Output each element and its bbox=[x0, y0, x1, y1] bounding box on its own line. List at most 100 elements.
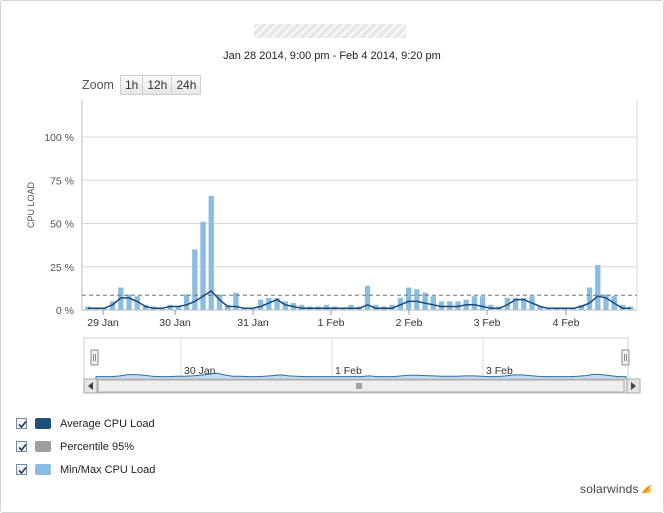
minmax-bar bbox=[175, 306, 182, 310]
minmax-bar bbox=[595, 265, 601, 310]
minmax-bar bbox=[430, 296, 436, 310]
minmax-bar bbox=[447, 301, 453, 310]
y-tick-label: 75 % bbox=[50, 175, 74, 187]
minmax-bar bbox=[216, 294, 223, 310]
minmax-bar bbox=[389, 304, 395, 310]
minmax-bar bbox=[340, 308, 346, 310]
navigator-series bbox=[95, 372, 627, 380]
navigator[interactable]: 30 Jan 1 Feb 3 Feb bbox=[83, 337, 641, 394]
minmax-bar bbox=[422, 292, 428, 310]
checkbox-checked-icon[interactable] bbox=[16, 464, 27, 475]
minmax-bar bbox=[282, 301, 288, 310]
navigator-label: 30 Jan bbox=[184, 365, 216, 377]
x-tick-label: 1 Feb bbox=[318, 317, 345, 329]
checkbox-checked-icon[interactable] bbox=[16, 418, 27, 429]
minmax-bar bbox=[578, 304, 585, 310]
x-tick-label: 31 Jan bbox=[237, 317, 269, 329]
legend-item-average[interactable]: Average CPU Load bbox=[16, 412, 155, 435]
minmax-bar bbox=[126, 294, 132, 310]
zoom-1h-button[interactable]: 1h bbox=[119, 75, 144, 95]
minmax-bar bbox=[438, 301, 445, 310]
legend-swatch-minmax bbox=[35, 464, 51, 475]
minmax-bar bbox=[586, 287, 593, 310]
navigator-right-handle[interactable] bbox=[621, 349, 630, 366]
minmax-bar bbox=[109, 301, 116, 310]
scroll-left-button[interactable] bbox=[83, 378, 98, 394]
navigator-frame bbox=[83, 337, 629, 380]
minmax-bar bbox=[167, 304, 173, 310]
minmax-bar bbox=[241, 308, 247, 310]
legend-item-percentile[interactable]: Percentile 95% bbox=[16, 435, 155, 458]
minmax-bar bbox=[628, 306, 634, 310]
minmax-bar bbox=[397, 297, 404, 310]
zoom-24h-button[interactable]: 24h bbox=[172, 75, 202, 95]
minmax-bar bbox=[249, 308, 256, 310]
average-cpu-line bbox=[87, 290, 631, 310]
minmax-bar bbox=[208, 195, 214, 310]
navigator-label: 3 Feb bbox=[486, 365, 513, 377]
minmax-bar bbox=[159, 308, 165, 310]
redacted-title bbox=[254, 24, 406, 38]
minmax-bar bbox=[200, 221, 206, 310]
minmax-bar bbox=[266, 297, 272, 310]
minmax-bar bbox=[233, 292, 239, 310]
minmax-bar bbox=[274, 297, 280, 310]
minmax-bar bbox=[479, 296, 486, 310]
x-axis: 29 Jan 30 Jan 31 Jan 1 Feb 2 Feb 3 Feb 4 Feb bbox=[82, 309, 637, 329]
brand-text: solarwinds bbox=[580, 482, 639, 496]
cpu-load-chart: CPU LOAD 0 % 25 % 50 % 75 % 100 % 29 Jan 30 J… bbox=[26, 100, 641, 394]
minmax-bar bbox=[373, 304, 379, 310]
x-tick-label: 29 Jan bbox=[87, 317, 119, 329]
scroll-right-button[interactable] bbox=[626, 378, 641, 394]
minmax-bar bbox=[183, 294, 190, 310]
minmax-bar bbox=[257, 299, 264, 310]
minmax-bar bbox=[225, 304, 231, 310]
chart-subtitle: Jan 28 2014, 9:00 pm - Feb 4 2014, 9:20 … bbox=[223, 50, 441, 62]
minmax-bar bbox=[142, 304, 149, 310]
navigator-label: 1 Feb bbox=[335, 365, 362, 377]
legend-swatch-average bbox=[35, 418, 51, 429]
minmax-bar bbox=[570, 308, 576, 310]
zoom-control: Zoom 1h 12h 24h bbox=[82, 75, 202, 95]
navigator-left-handle[interactable] bbox=[90, 349, 99, 366]
solarwinds-logo: solarwinds bbox=[580, 482, 653, 496]
chart-legend: Average CPU Load Percentile 95% Min/Max … bbox=[16, 412, 155, 481]
minmax-bar bbox=[521, 297, 527, 310]
y-axis-label: CPU LOAD bbox=[26, 181, 36, 228]
minmax-bar bbox=[471, 296, 478, 310]
legend-swatch-percentile bbox=[35, 441, 51, 452]
minmax-bar bbox=[545, 308, 552, 310]
y-tick-label: 50 % bbox=[50, 219, 74, 231]
checkbox-checked-icon[interactable] bbox=[16, 441, 27, 452]
x-tick-label: 4 Feb bbox=[553, 317, 580, 329]
solarwinds-flame-icon bbox=[641, 485, 652, 493]
minmax-bar bbox=[299, 304, 305, 310]
minmax-bar bbox=[537, 306, 543, 310]
y-tick-label: 100 % bbox=[44, 132, 74, 144]
minmax-bar bbox=[562, 308, 568, 310]
minmax-bar bbox=[405, 287, 412, 310]
legend-item-minmax[interactable]: Min/Max CPU Load bbox=[16, 458, 155, 481]
minmax-bar bbox=[619, 304, 626, 310]
minmax-bar bbox=[93, 308, 99, 310]
legend-label-minmax: Min/Max CPU Load bbox=[60, 463, 156, 476]
y-tick-label: 25 % bbox=[50, 262, 74, 274]
y-axis-ticks: 0 % 25 % 50 % 75 % 100 % bbox=[44, 132, 74, 317]
minmax-bar bbox=[348, 304, 354, 310]
grid-lines bbox=[81, 100, 638, 311]
zoom-12h-button[interactable]: 12h bbox=[143, 75, 173, 95]
minmax-bar bbox=[553, 308, 560, 310]
x-tick-label: 30 Jan bbox=[159, 317, 191, 329]
legend-label-percentile: Percentile 95% bbox=[60, 440, 134, 453]
minmax-bar bbox=[488, 304, 494, 310]
minmax-bar bbox=[455, 301, 461, 310]
x-tick-label: 2 Feb bbox=[396, 317, 423, 329]
minmax-bar bbox=[512, 297, 519, 310]
minmax-bar bbox=[364, 285, 371, 310]
navigator-scrollbar[interactable] bbox=[83, 378, 641, 394]
y-tick-label: 0 % bbox=[56, 305, 74, 317]
minmax-bar bbox=[323, 304, 330, 310]
minmax-bar bbox=[192, 249, 198, 310]
minmax-bars bbox=[85, 195, 634, 310]
minmax-bar bbox=[414, 289, 420, 310]
